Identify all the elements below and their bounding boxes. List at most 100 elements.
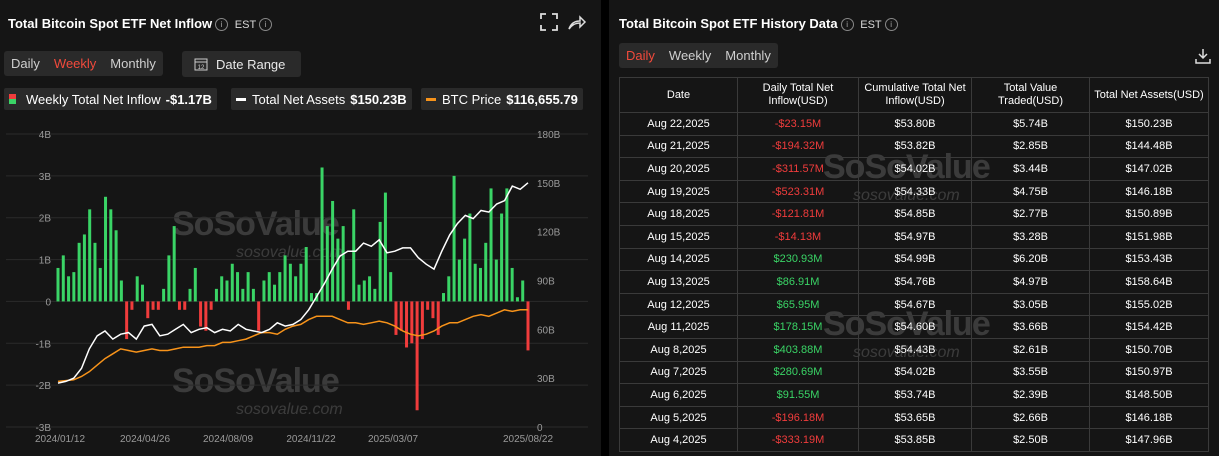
table-cell: $53.82B (858, 134, 972, 159)
net-assets-line (57, 182, 529, 384)
chart-title-row: Total Bitcoin Spot ETF Net Inflow i EST i (8, 16, 275, 32)
legend-label: Total Net Assets (252, 91, 346, 107)
table-cell: $403.88M (737, 337, 859, 362)
table-header-row: Date Daily Total Net Inflow(USD) Cumulativ… (619, 77, 1209, 113)
table-cell: $53.74B (858, 383, 972, 407)
calendar-icon: 12 (194, 58, 208, 71)
bar (373, 288, 377, 302)
bar (336, 238, 340, 302)
bar (431, 301, 435, 319)
table-cell: $150.23B (1089, 112, 1209, 136)
bar (309, 293, 313, 302)
bar (135, 276, 139, 302)
bar (183, 301, 187, 310)
bar (278, 272, 282, 302)
table-cell: $3.44B (971, 157, 1090, 181)
y-right-tick-label: 150B (537, 179, 561, 190)
table-cell: Aug 19,2025 (619, 179, 738, 204)
bar (331, 200, 335, 302)
table-cell: $280.69M (737, 360, 859, 385)
bar (515, 297, 519, 302)
tab-daily[interactable]: Daily (11, 56, 40, 71)
table-cell: $146.18B (1089, 179, 1209, 204)
table-cell: $153.43B (1089, 247, 1209, 272)
info-icon[interactable]: i (259, 18, 273, 32)
legend-net-inflow[interactable]: Weekly Total Net Inflow -$1.17B (4, 88, 217, 110)
table-cell: Aug 14,2025 (619, 247, 738, 272)
bar (484, 242, 488, 302)
bar (172, 226, 176, 302)
table-cell: $3.66B (971, 315, 1090, 339)
bar (500, 213, 504, 302)
download-icon[interactable] (1194, 47, 1214, 67)
bar (130, 301, 134, 310)
table-cell: -$196.18M (737, 405, 859, 430)
tab-monthly[interactable]: Monthly (110, 56, 156, 71)
column-header: Daily Total Net Inflow(USD) (737, 77, 859, 113)
column-header: Total Value Traded(USD) (971, 77, 1090, 113)
table-cell: Aug 7,2025 (619, 360, 738, 385)
table-cell: $2.61B (971, 337, 1090, 362)
bar (521, 280, 525, 302)
history-data-panel: Total Bitcoin Spot ETF History Data i EST… (609, 0, 1219, 456)
bar (140, 284, 144, 302)
bar (225, 280, 229, 302)
table-cell: $150.70B (1089, 337, 1209, 362)
bar (394, 301, 398, 335)
table-cell: $54.97B (858, 224, 972, 249)
table-title-row: Total Bitcoin Spot ETF History Data i EST… (619, 16, 901, 32)
table-cell: $4.75B (971, 179, 1090, 204)
table-cell: $144.48B (1089, 134, 1209, 159)
y-right-tick-label: 60B (537, 325, 555, 336)
fullscreen-icon[interactable] (539, 12, 559, 32)
table-row: Aug 20,2025 -$311.57M $54.02B $3.44B $147.02… (619, 157, 1209, 181)
info-icon[interactable]: i (840, 18, 854, 32)
bar (436, 301, 440, 335)
bar (341, 226, 345, 302)
table-cell: $3.55B (971, 360, 1090, 385)
tab-weekly[interactable]: Weekly (668, 48, 712, 63)
legend-net-assets[interactable]: Total Net Assets $150.23B (231, 88, 412, 110)
x-tick-label: 2025/03/07 (368, 434, 418, 445)
info-icon[interactable]: i (884, 18, 898, 32)
info-icon[interactable]: i (215, 18, 229, 32)
bar (199, 301, 203, 327)
bar (405, 301, 409, 348)
bar (494, 259, 498, 302)
x-tick-label: 2024/04/26 (120, 434, 170, 445)
table-row: Aug 18,2025 -$121.81M $54.85B $2.77B $150.89… (619, 202, 1209, 226)
bar (188, 288, 192, 302)
tab-daily[interactable]: Daily (626, 48, 655, 63)
table-cell: -$311.57M (737, 157, 859, 181)
bar (67, 276, 71, 302)
bar (473, 263, 477, 302)
tab-monthly[interactable]: Monthly (725, 48, 771, 63)
bar (368, 276, 372, 302)
bar (447, 276, 451, 302)
legend-value: $150.23B (350, 91, 407, 107)
bar (288, 263, 292, 302)
bar (457, 259, 461, 302)
table-cell: Aug 18,2025 (619, 202, 738, 226)
y-left-tick-label: 2B (39, 214, 52, 225)
bar (510, 267, 514, 302)
bar (410, 301, 414, 344)
net-inflow-panel: Total Bitcoin Spot ETF Net Inflow i EST i … (0, 0, 601, 456)
legend-btc-price[interactable]: BTC Price $116,655.79 (421, 88, 583, 110)
date-range-button[interactable]: 12 Date Range (182, 51, 301, 77)
share-icon[interactable] (567, 12, 587, 32)
bar (230, 263, 234, 302)
bar (468, 213, 472, 302)
table-row: Aug 4,2025 -$333.19M $53.85B $2.50B $147.96B (619, 428, 1209, 452)
bar (257, 301, 261, 331)
bar (114, 230, 118, 302)
table-cell: Aug 6,2025 (619, 383, 738, 407)
x-tick-label: 2024/08/09 (203, 434, 253, 445)
y-right-tick-label: 120B (537, 228, 561, 239)
table-cell: $230.93M (737, 247, 859, 272)
table-cell: Aug 13,2025 (619, 270, 738, 294)
tab-weekly[interactable]: Weekly (53, 56, 97, 71)
y-left-tick-label: 0 (45, 297, 51, 308)
table-row: Aug 21,2025 -$194.32M $53.82B $2.85B $144.48… (619, 134, 1209, 159)
y-right-tick-label: 0 (537, 423, 543, 434)
